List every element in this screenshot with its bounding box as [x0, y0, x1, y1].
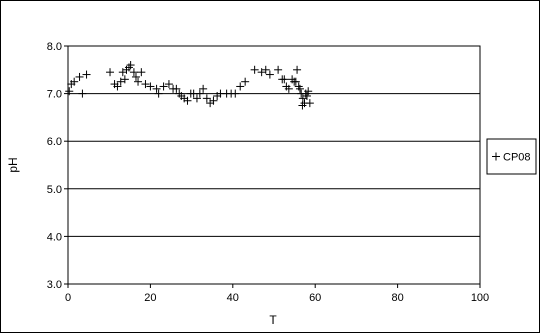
data-point — [195, 89, 204, 98]
data-point — [141, 80, 150, 89]
data-point — [78, 89, 87, 98]
data-point — [293, 65, 302, 74]
y-tick-label: 8.0 — [47, 41, 62, 53]
x-tick-label: 100 — [471, 292, 489, 304]
data-point — [202, 94, 211, 103]
data-point — [75, 72, 84, 81]
data-point — [231, 89, 240, 98]
data-point — [137, 68, 146, 77]
data-point — [146, 82, 155, 91]
data-point — [113, 82, 122, 91]
y-tick-label: 7.0 — [47, 89, 62, 101]
data-point — [304, 87, 313, 96]
plot-area — [67, 45, 481, 285]
data-point — [257, 68, 266, 77]
data-point — [70, 77, 79, 86]
data-point — [126, 61, 135, 70]
gridlines — [68, 45, 480, 285]
data-point — [116, 77, 125, 86]
data-point — [134, 77, 143, 86]
data-point — [199, 84, 208, 93]
data-point — [129, 68, 138, 77]
data-point — [183, 96, 192, 105]
data-point — [295, 84, 304, 93]
y-tick-label: 4.0 — [47, 231, 62, 243]
data-point — [265, 70, 274, 79]
legend-marker-plus-icon — [492, 152, 500, 161]
data-point — [302, 91, 311, 100]
data-point — [305, 99, 314, 108]
x-tick-label: 60 — [309, 292, 321, 304]
x-tick-label: 0 — [65, 292, 71, 304]
x-tick-label: 20 — [144, 292, 156, 304]
data-point — [120, 75, 129, 84]
data-point — [152, 84, 161, 93]
data-point — [298, 94, 307, 103]
data-point — [159, 82, 168, 91]
y-tick-label: 6.0 — [47, 136, 62, 148]
data-point — [65, 87, 74, 96]
data-point — [106, 68, 115, 77]
y-tick-label: 3.0 — [47, 279, 62, 291]
data-point — [164, 80, 173, 89]
x-axis-ticks: 0 20 40 60 80 100 — [65, 284, 489, 304]
data-point — [209, 96, 218, 105]
data-point — [192, 94, 201, 103]
x-axis-label: T — [269, 313, 277, 327]
data-point — [261, 65, 270, 74]
legend-label: CP08 — [503, 152, 531, 164]
data-point — [154, 89, 163, 98]
data-point — [280, 75, 289, 84]
y-tick-label: 5.0 — [47, 184, 62, 196]
x-tick-label: 40 — [227, 292, 239, 304]
axes — [67, 45, 481, 285]
data-point — [274, 65, 283, 74]
data-point — [82, 70, 91, 79]
y-axis-ticks: 3.0 4.0 5.0 6.0 7.0 8.0 — [47, 41, 68, 291]
data-point — [298, 101, 307, 110]
data-point — [284, 84, 293, 93]
data-point — [131, 72, 140, 81]
legend: CP08 — [486, 138, 537, 175]
data-point — [236, 82, 245, 91]
data-point — [291, 77, 300, 86]
data-points — [65, 61, 314, 110]
y-axis-label: pH — [6, 157, 20, 172]
data-point — [241, 77, 250, 86]
legend-box — [486, 138, 537, 175]
data-point — [250, 65, 259, 74]
data-point — [172, 84, 181, 93]
x-tick-label: 80 — [391, 292, 403, 304]
